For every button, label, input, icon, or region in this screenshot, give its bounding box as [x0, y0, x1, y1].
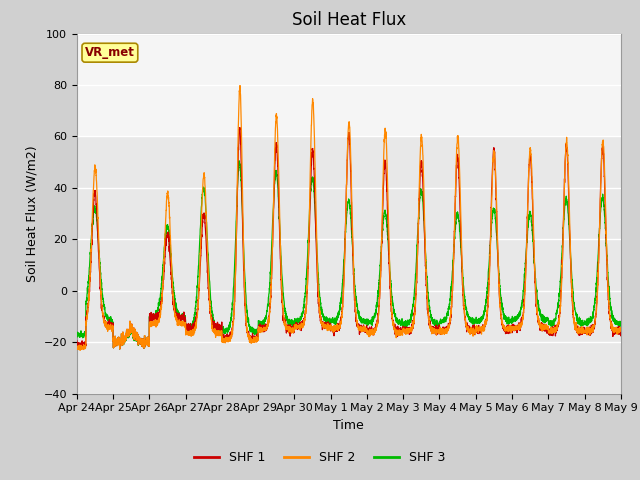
- Text: VR_met: VR_met: [85, 46, 135, 59]
- X-axis label: Time: Time: [333, 419, 364, 432]
- Bar: [77, 34, 621, 136]
- Legend: SHF 1, SHF 2, SHF 3: SHF 1, SHF 2, SHF 3: [189, 446, 451, 469]
- Title: Soil Heat Flux: Soil Heat Flux: [292, 11, 406, 29]
- Y-axis label: Soil Heat Flux (W/m2): Soil Heat Flux (W/m2): [25, 145, 38, 282]
